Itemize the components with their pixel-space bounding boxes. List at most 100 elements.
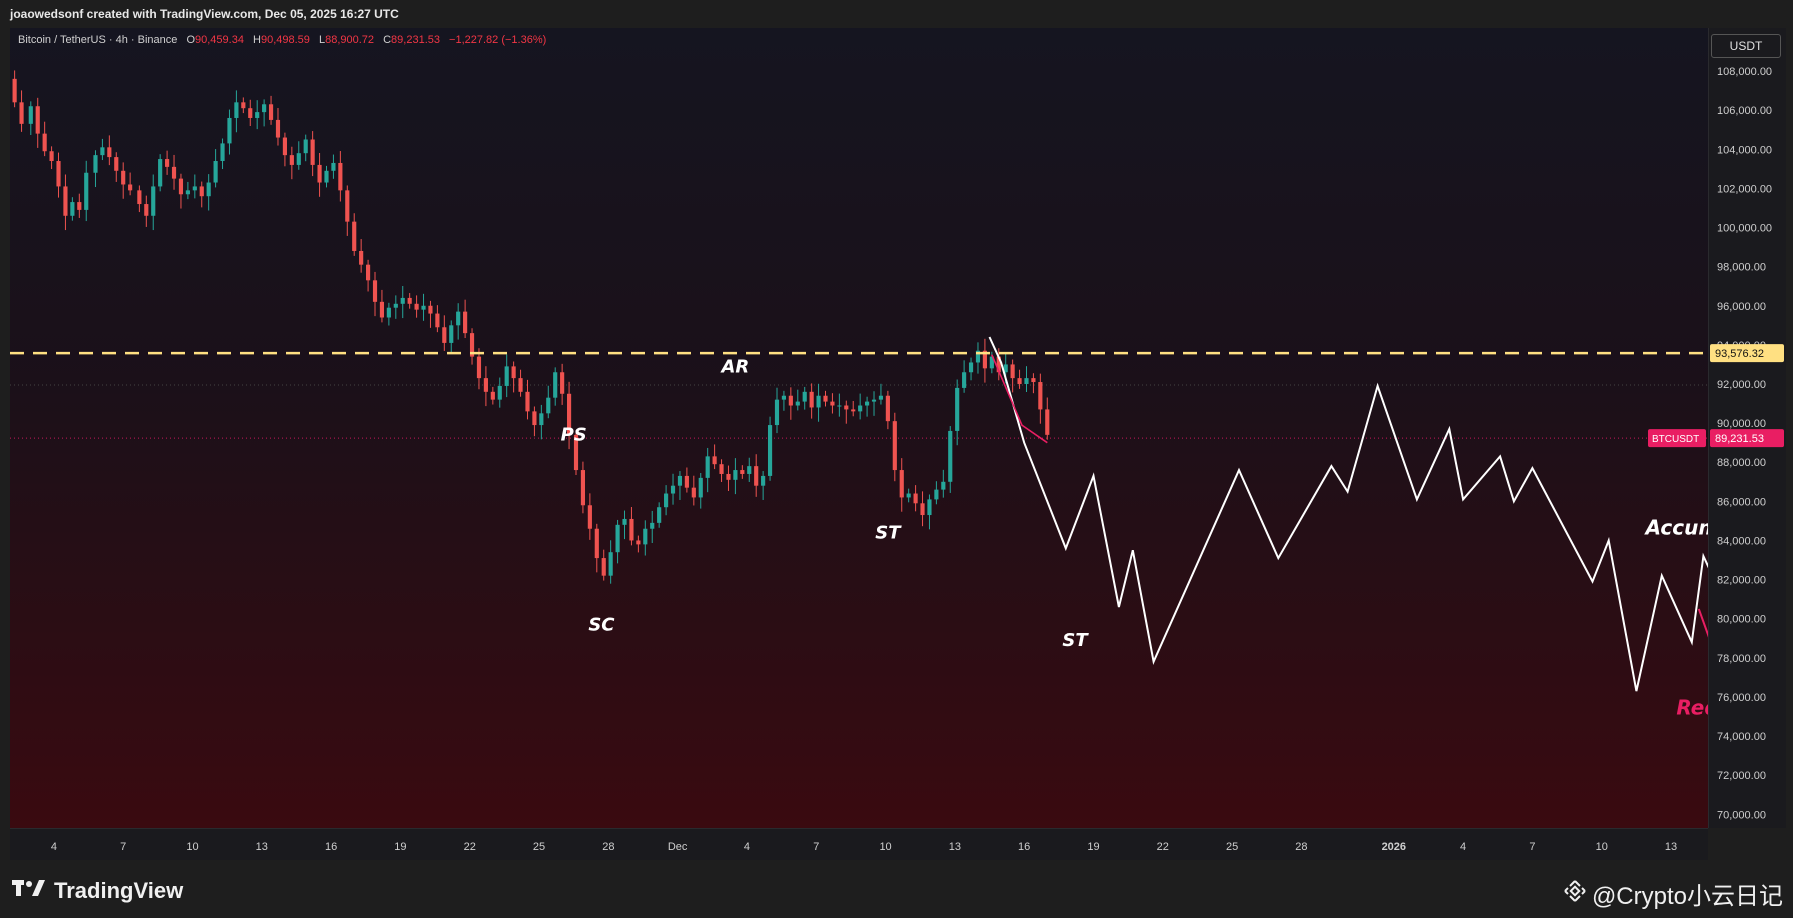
price-axis[interactable]: 70,000.00 72,000.00 74,000.00 76,000.00 78,0… xyxy=(1708,28,1786,828)
price-tick-label: 98,000.00 xyxy=(1717,262,1766,274)
symbol-legend: Bitcoin / TetherUS · 4h · Binance O90,45… xyxy=(18,34,546,46)
candle-body xyxy=(275,119,281,138)
price-tick-label: 84,000.00 xyxy=(1717,535,1766,547)
candle-body xyxy=(289,155,294,165)
candle-body xyxy=(989,356,994,369)
candle-body xyxy=(629,518,634,541)
candle-body xyxy=(802,391,807,402)
candle-body xyxy=(77,202,82,210)
candle-body xyxy=(996,356,1001,373)
candle-body xyxy=(185,190,190,195)
candle-body xyxy=(456,311,461,326)
candle-body xyxy=(664,493,669,508)
redistribution-projection-path xyxy=(1697,608,1708,638)
candle-body xyxy=(643,528,648,545)
candle-body xyxy=(1010,364,1015,379)
candle-body xyxy=(962,372,967,388)
price-tick-label: 104,000.00 xyxy=(1717,144,1772,156)
annotation-label: Accumulation xyxy=(1644,516,1708,540)
open-value: 90,459.34 xyxy=(195,34,244,46)
candle-body xyxy=(615,524,620,553)
time-tick-label: 25 xyxy=(1226,841,1238,853)
candle-body xyxy=(719,464,724,474)
candle-body xyxy=(553,372,558,398)
candle-body xyxy=(296,153,301,165)
candle-body xyxy=(248,108,253,118)
candle-body xyxy=(941,481,946,490)
currency-selector[interactable]: USDT xyxy=(1711,34,1781,58)
symbol-price-tag: BTCUSDT xyxy=(1648,429,1706,448)
candle-body xyxy=(975,350,981,363)
candle-body xyxy=(1017,378,1022,384)
candle-body xyxy=(490,391,495,400)
candle-body xyxy=(1045,409,1050,435)
tradingview-brand[interactable]: TradingView xyxy=(12,878,183,904)
candle-body xyxy=(580,470,586,506)
candle-body xyxy=(35,106,40,134)
accumulation-projection-path xyxy=(988,336,1708,692)
candle-body xyxy=(851,409,856,412)
time-tick-label: 19 xyxy=(1087,841,1099,853)
candle-body xyxy=(255,112,260,118)
time-tick-label: 22 xyxy=(464,841,476,853)
candle-body xyxy=(982,350,987,369)
candle-body xyxy=(865,401,870,406)
candle-body xyxy=(899,470,904,498)
candle-body xyxy=(566,393,572,435)
candle-body xyxy=(282,137,287,156)
time-tick-label: 22 xyxy=(1157,841,1169,853)
symbol-tag-text: BTCUSDT xyxy=(1652,434,1699,445)
candle-body xyxy=(463,311,468,334)
price-tick-label: 108,000.00 xyxy=(1717,66,1772,78)
candle-body xyxy=(650,522,655,529)
candle-body xyxy=(525,391,530,412)
current-price-tag-text: 89,231.53 xyxy=(1715,433,1764,445)
candle-body xyxy=(393,303,398,308)
candle-body xyxy=(532,411,537,426)
candle-body xyxy=(324,170,329,183)
price-tick-label: 96,000.00 xyxy=(1717,301,1766,313)
candle-body xyxy=(144,204,149,216)
candle-body xyxy=(262,104,267,113)
candle-body xyxy=(366,264,371,281)
candle-body xyxy=(906,493,911,498)
candle-body xyxy=(747,466,752,474)
candle-body xyxy=(504,366,509,386)
candle-body xyxy=(338,162,343,191)
candle-body xyxy=(885,395,890,422)
time-axis[interactable]: 4 7 10 13 16 19 22 25 28 Dec 4 7 10 13 16 19 22 25 28 2026 4… xyxy=(10,828,1708,861)
price-tick-label: 82,000.00 xyxy=(1717,575,1766,587)
candle-body xyxy=(303,139,308,154)
candle-body xyxy=(178,178,184,195)
chart-area[interactable]: PS SC AR ST ST Accumulation Redistribution BTCU… xyxy=(10,28,1708,828)
candle-body xyxy=(636,540,641,545)
candle-body xyxy=(199,186,204,197)
candle-body xyxy=(206,182,211,197)
candle-body xyxy=(70,202,75,216)
time-tick-label: 4 xyxy=(51,841,57,853)
candle-body xyxy=(483,378,488,392)
time-tick-label: 10 xyxy=(879,841,891,853)
time-tick-label: 13 xyxy=(949,841,961,853)
candle-body xyxy=(816,395,821,408)
annotation-label: ST xyxy=(875,523,902,544)
candle-body xyxy=(774,399,780,426)
annotation-label: AR xyxy=(720,356,750,377)
annotation-label: SC xyxy=(588,614,615,635)
candle-body xyxy=(49,151,54,162)
symbol-tag-bg xyxy=(1648,429,1706,448)
candle-body xyxy=(740,470,745,474)
candle-body xyxy=(892,421,897,471)
candle-body xyxy=(691,487,696,498)
time-tick-label: 2026 xyxy=(1382,841,1406,853)
candle-body xyxy=(844,405,849,410)
low-label: L xyxy=(318,34,326,46)
time-tick-label: 10 xyxy=(186,841,198,853)
candle-body xyxy=(310,139,315,165)
candle-body xyxy=(677,475,683,486)
attribution-text: joaowedsonf created with TradingView.com… xyxy=(10,7,399,21)
candle-body xyxy=(28,106,33,124)
price-tick-label: 106,000.00 xyxy=(1717,105,1772,117)
author-watermark: @Crypto小云日记 xyxy=(1564,876,1783,911)
candle-body xyxy=(539,413,544,426)
